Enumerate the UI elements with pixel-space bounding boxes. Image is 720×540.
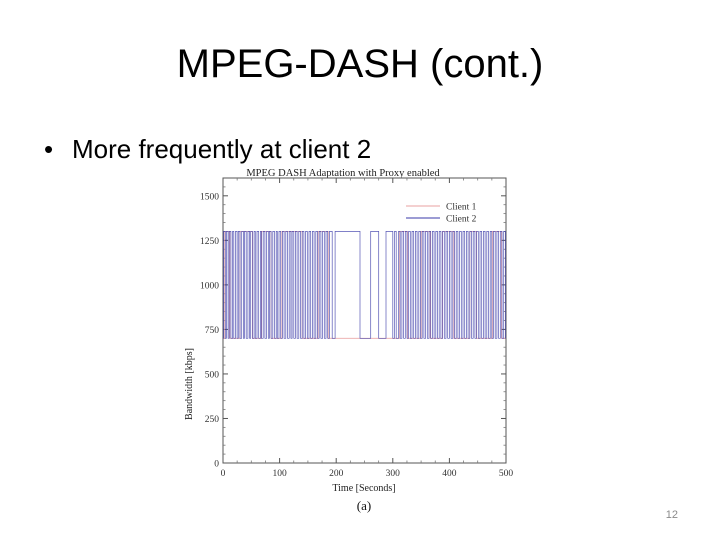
bullet-item: • More frequently at client 2 — [44, 134, 371, 165]
y-axis-label: Bandwidth [kbps] — [184, 348, 195, 420]
y-tick-label: 1500 — [200, 192, 219, 202]
legend-label: Client 2 — [446, 215, 477, 225]
x-tick-label: 100 — [272, 469, 287, 479]
bullet-text: More frequently at client 2 — [72, 134, 372, 164]
series-line-client-2 — [223, 231, 506, 339]
figure-caption: (a) — [357, 498, 371, 513]
chart-figure: MPEG DASH Adaptation with Proxy enabled … — [178, 160, 528, 525]
x-tick-label: 400 — [442, 469, 457, 479]
slide-title: MPEG-DASH (cont.) — [176, 42, 544, 86]
x-axis-label: Time [Seconds] — [332, 483, 395, 494]
page-number: 12 — [665, 509, 678, 521]
x-tick-label: 0 — [221, 469, 226, 479]
y-tick-label: 1000 — [200, 281, 219, 291]
x-tick-label: 500 — [499, 469, 514, 479]
x-tick-label: 300 — [386, 469, 401, 479]
bullet-dot-icon: • — [44, 134, 54, 164]
y-tick-label: 750 — [205, 326, 220, 336]
series-line-client-1 — [223, 231, 506, 339]
legend-label: Client 1 — [446, 203, 477, 213]
y-tick-label: 0 — [214, 460, 219, 470]
chart-svg: MPEG DASH Adaptation with Proxy enabled … — [184, 168, 514, 513]
y-tick-label: 500 — [205, 370, 220, 380]
chart-title: MPEG DASH Adaptation with Proxy enabled — [246, 168, 440, 179]
plot-area: 0 250 500 750 1000 1250 1500 0 100 200 300 400 500 Cl… — [200, 177, 514, 479]
y-tick-label: 250 — [205, 415, 220, 425]
y-tick-label: 1250 — [200, 237, 219, 247]
x-tick-label: 200 — [329, 469, 344, 479]
